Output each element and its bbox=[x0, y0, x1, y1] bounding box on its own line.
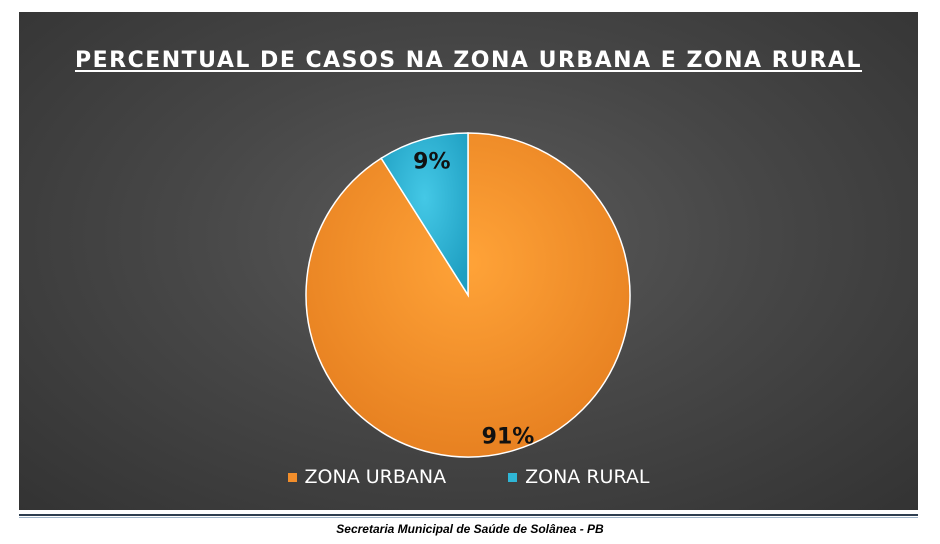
legend: ZONA URBANA ZONA RURAL bbox=[19, 466, 918, 488]
chart-title: PERCENTUAL DE CASOS NA ZONA URBANA E ZON… bbox=[74, 48, 863, 73]
legend-swatch-zona-rural bbox=[508, 472, 518, 482]
data-label-zona-urbana: 91% bbox=[482, 425, 535, 450]
legend-swatch-zona-urbana bbox=[287, 472, 297, 482]
legend-item-zona-urbana: ZONA URBANA bbox=[287, 466, 447, 488]
pie-slice-zona-rural bbox=[380, 132, 469, 298]
footer-divider bbox=[19, 514, 918, 516]
pie-chart: 91% 9% bbox=[305, 132, 631, 458]
data-label-zona-rural: 9% bbox=[413, 150, 450, 175]
footer-divider-highlight bbox=[19, 517, 918, 518]
footer-source: Secretaria Municipal de Saúde de Solânea… bbox=[336, 522, 604, 536]
legend-label-zona-urbana: ZONA URBANA bbox=[304, 466, 447, 488]
chart-panel: 91% 9% PERCENTUAL DE CASOS NA ZONA URBANA… bbox=[19, 12, 918, 510]
legend-item-zona-rural: ZONA RURAL bbox=[508, 466, 649, 488]
legend-label-zona-rural: ZONA RURAL bbox=[525, 466, 650, 488]
